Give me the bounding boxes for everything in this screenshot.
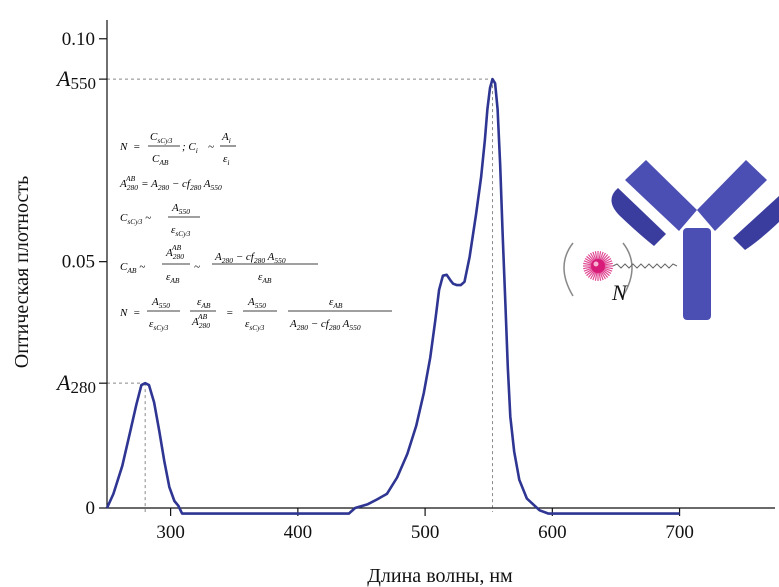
svg-text:εAB: εAB <box>258 271 272 285</box>
svg-text:A280 − cf280 A550: A280 − cf280 A550 <box>214 251 286 265</box>
svg-text:~: ~ <box>194 261 200 273</box>
y-tick-label: 0.05 <box>62 252 95 273</box>
absorption-series-line <box>105 77 680 515</box>
labeling-ratio-label: N <box>611 280 628 305</box>
formula-block: N = CsCy3 CAB ; Ci ~ Ai εi A280AB = A280 … <box>119 131 392 332</box>
reference-guides <box>107 78 494 512</box>
svg-text:εAB: εAB <box>166 271 180 285</box>
svg-text:A280AB: A280AB <box>165 243 184 261</box>
svg-text:Ai: Ai <box>221 131 231 145</box>
tick-labels: 300 400 500 600 700 0 0.05 0.10 A550 A280 <box>55 29 694 543</box>
linker-chain <box>612 263 678 269</box>
svg-text:εAB: εAB <box>329 296 343 310</box>
svg-text:; Ci: ; Ci <box>182 141 198 155</box>
x-tick-label: 600 <box>538 522 567 543</box>
formula-N-concentration: N = CsCy3 CAB ; Ci ~ Ai εi <box>119 131 236 167</box>
y-axis-title: Оптическая плотность <box>11 176 33 369</box>
formula-A280-corrected: A280AB = A280 − cf280 A550 <box>119 174 222 192</box>
svg-text:εsCy3: εsCy3 <box>171 224 191 238</box>
svg-text:CsCy3 ~: CsCy3 ~ <box>120 212 151 226</box>
svg-text:εsCy3: εsCy3 <box>245 318 265 332</box>
formula-C-AB: CAB ~ A280AB εAB ~ A280 − cf280 A550 εAB <box>120 243 318 285</box>
svg-text:~: ~ <box>208 141 214 153</box>
svg-text:N: N <box>119 307 128 319</box>
svg-text:=: = <box>133 307 140 319</box>
x-axis-title: Длина волны, нм <box>367 565 513 587</box>
fluorescent-dye-icon <box>583 251 613 281</box>
y-tick-label: 0 <box>86 498 96 519</box>
svg-text:CAB ~: CAB ~ <box>120 261 145 275</box>
x-tick-label: 500 <box>411 522 440 543</box>
svg-text:CsCy3: CsCy3 <box>150 131 173 145</box>
svg-text:A280AB= A280 − cf280 A550: A280AB = A280 − cf280 A550 <box>119 174 222 192</box>
series-layer <box>105 77 680 515</box>
y-tick-label: 0.10 <box>62 29 95 50</box>
svg-text:A550: A550 <box>151 296 170 310</box>
svg-text:εsCy3: εsCy3 <box>149 318 169 332</box>
x-tick-label: 400 <box>284 522 313 543</box>
svg-text:N: N <box>119 141 128 153</box>
reference-level-label: A550 <box>55 66 96 93</box>
left-bracket <box>563 242 574 297</box>
formula-N-final: N = A550 εsCy3 εAB A280AB = A550 εsCy3 ε… <box>119 296 392 332</box>
antibody-icon <box>611 160 779 320</box>
svg-text:A550: A550 <box>247 296 266 310</box>
svg-text:εi: εi <box>223 153 229 167</box>
svg-text:CAB: CAB <box>152 153 169 167</box>
svg-text:=: = <box>226 307 233 319</box>
svg-text:εAB: εAB <box>197 296 211 310</box>
axes <box>106 20 775 509</box>
svg-text:A550: A550 <box>171 202 190 216</box>
svg-text:=: = <box>133 141 140 153</box>
svg-text:A280 − cf280 A550: A280 − cf280 A550 <box>289 318 361 332</box>
right-bracket <box>622 242 633 297</box>
antibody-dye-illustration: N <box>563 160 779 320</box>
x-tick-label: 700 <box>665 522 694 543</box>
formula-C-sCy3: CsCy3 ~ A550 εsCy3 <box>120 202 200 238</box>
x-tick-label: 300 <box>156 522 185 543</box>
reference-level-label: A280 <box>55 370 96 397</box>
svg-text:A280AB: A280AB <box>191 312 210 330</box>
